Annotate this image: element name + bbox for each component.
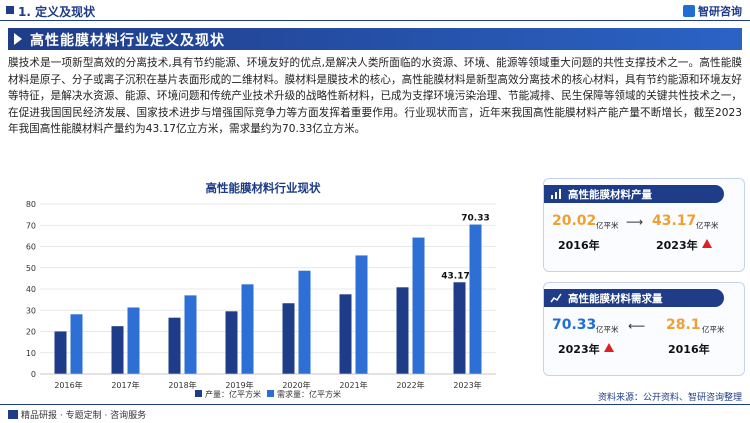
bar-production xyxy=(54,331,67,374)
legend-label: 需求量：亿平方米 xyxy=(277,389,341,399)
x-tick-label: 2018年 xyxy=(168,380,196,390)
logo-icon xyxy=(683,5,695,17)
book-icon xyxy=(8,410,18,419)
production-to-year: 2023年 xyxy=(656,239,698,252)
x-tick-label: 2023年 xyxy=(453,380,481,390)
y-tick-label: 20 xyxy=(26,328,36,337)
y-tick-label: 40 xyxy=(26,285,36,294)
production-from-value: 20.02 xyxy=(552,213,597,229)
demand-from-year: 2023年 xyxy=(558,343,600,356)
footer: 精品研报 · 专题定制 · 咨询服务 资料来源：公开资料、智研咨询整理 xyxy=(0,393,750,423)
top-bar: 1. 定义及现状 智研咨询 xyxy=(0,0,750,22)
page-banner: 高性能膜材料行业定义及现状 xyxy=(8,28,742,50)
brand-logo-text: 智研咨询 xyxy=(698,5,742,18)
production-card: 高性能膜材料产量 20.02 亿平米 2016年 ⟶ 43.17 亿平米 202… xyxy=(543,178,745,272)
production-to-unit: 亿平米 xyxy=(696,221,719,230)
bar-production xyxy=(168,317,181,374)
chart-title: 高性能膜材料行业现状 xyxy=(206,181,321,195)
bar-chart-icon xyxy=(551,189,561,199)
bar-production xyxy=(225,311,238,374)
y-tick-label: 0 xyxy=(31,370,36,379)
arrow-right-icon: ⟶ xyxy=(626,215,644,229)
bar-chart: 高性能膜材料行业现状 0 10 20 30 40 50 60 70 80 2016年 2017年 201… xyxy=(26,181,496,399)
bar-production xyxy=(339,294,352,374)
y-tick-label: 70 xyxy=(26,221,36,230)
section-marker-icon xyxy=(6,6,14,14)
y-tick-label: 30 xyxy=(26,306,36,315)
bar-demand xyxy=(241,284,254,374)
bar-demand xyxy=(184,295,197,374)
demand-to-unit: 亿平米 xyxy=(702,325,725,334)
bar-production xyxy=(111,326,124,374)
demand-card-header: 高性能膜材料需求量 xyxy=(544,289,724,307)
data-label: 70.33 xyxy=(461,214,489,224)
x-tick-label: 2016年 xyxy=(54,380,82,390)
demand-to-value: 28.1 xyxy=(666,317,701,333)
production-card-header: 高性能膜材料产量 xyxy=(544,185,724,203)
increase-arrow-icon xyxy=(702,239,712,248)
intro-paragraph: 膜技术是一项新型高效的分离技术,具有节约能源、环境友好的优点,是解决人类所面临的… xyxy=(8,57,742,135)
production-from-unit: 亿平米 xyxy=(596,221,619,230)
trend-chart-icon xyxy=(550,293,562,303)
production-from-year: 2016年 xyxy=(558,239,600,252)
bar-demand xyxy=(298,270,311,374)
bar-demand xyxy=(127,307,140,374)
data-source: 资料来源：公开资料、智研咨询整理 xyxy=(597,393,742,403)
data-label: 43.17 xyxy=(441,271,469,281)
demand-from-value: 70.33 xyxy=(552,317,597,333)
x-tick-label: 2022年 xyxy=(396,380,424,390)
top-divider xyxy=(0,20,750,21)
x-tick-label: 2020年 xyxy=(282,380,310,390)
production-card-title: 高性能膜材料产量 xyxy=(568,189,652,201)
section-title: 1. 定义及现状 xyxy=(18,5,96,19)
increase-arrow-icon xyxy=(604,343,614,352)
arrow-left-icon: ⟵ xyxy=(628,319,646,333)
demand-card-title: 高性能膜材料需求量 xyxy=(568,293,663,305)
x-tick-label: 2019年 xyxy=(225,380,253,390)
footer-services-text: 精品研报 · 专题定制 · 咨询服务 xyxy=(21,411,147,421)
demand-card: 高性能膜材料需求量 70.33 亿平米 2023年 ⟵ 28.1 亿平米 201… xyxy=(543,282,745,376)
y-tick-label: 60 xyxy=(26,243,36,252)
bar-demand xyxy=(70,314,83,374)
page-title: 高性能膜材料行业定义及现状 xyxy=(30,33,225,49)
chart-container: 高性能膜材料行业现状 0 10 20 30 40 50 60 70 80 2016年 2017年 201… xyxy=(20,178,506,400)
demand-from-unit: 亿平米 xyxy=(596,325,619,334)
x-tick-label: 2021年 xyxy=(339,380,367,390)
x-tick-label: 2017年 xyxy=(111,380,139,390)
legend-swatch xyxy=(195,390,202,397)
legend-label: 产量：亿平方米 xyxy=(205,389,261,399)
bar-demand xyxy=(412,237,425,374)
bar-production xyxy=(453,282,466,374)
production-to-value: 43.17 xyxy=(652,213,697,229)
bar-production xyxy=(282,303,295,374)
y-tick-label: 10 xyxy=(26,349,36,358)
banner-arrow-icon xyxy=(14,33,22,45)
bar-production xyxy=(396,287,409,374)
demand-to-year: 2016年 xyxy=(668,343,710,356)
legend-swatch xyxy=(267,390,274,397)
brand-logo: 智研咨询 xyxy=(683,3,742,19)
y-tick-label: 50 xyxy=(26,264,36,273)
bar-demand xyxy=(355,255,368,374)
y-tick-label: 80 xyxy=(26,200,36,209)
bar-demand xyxy=(469,224,482,374)
footer-services: 精品研报 · 专题定制 · 咨询服务 xyxy=(8,408,146,421)
